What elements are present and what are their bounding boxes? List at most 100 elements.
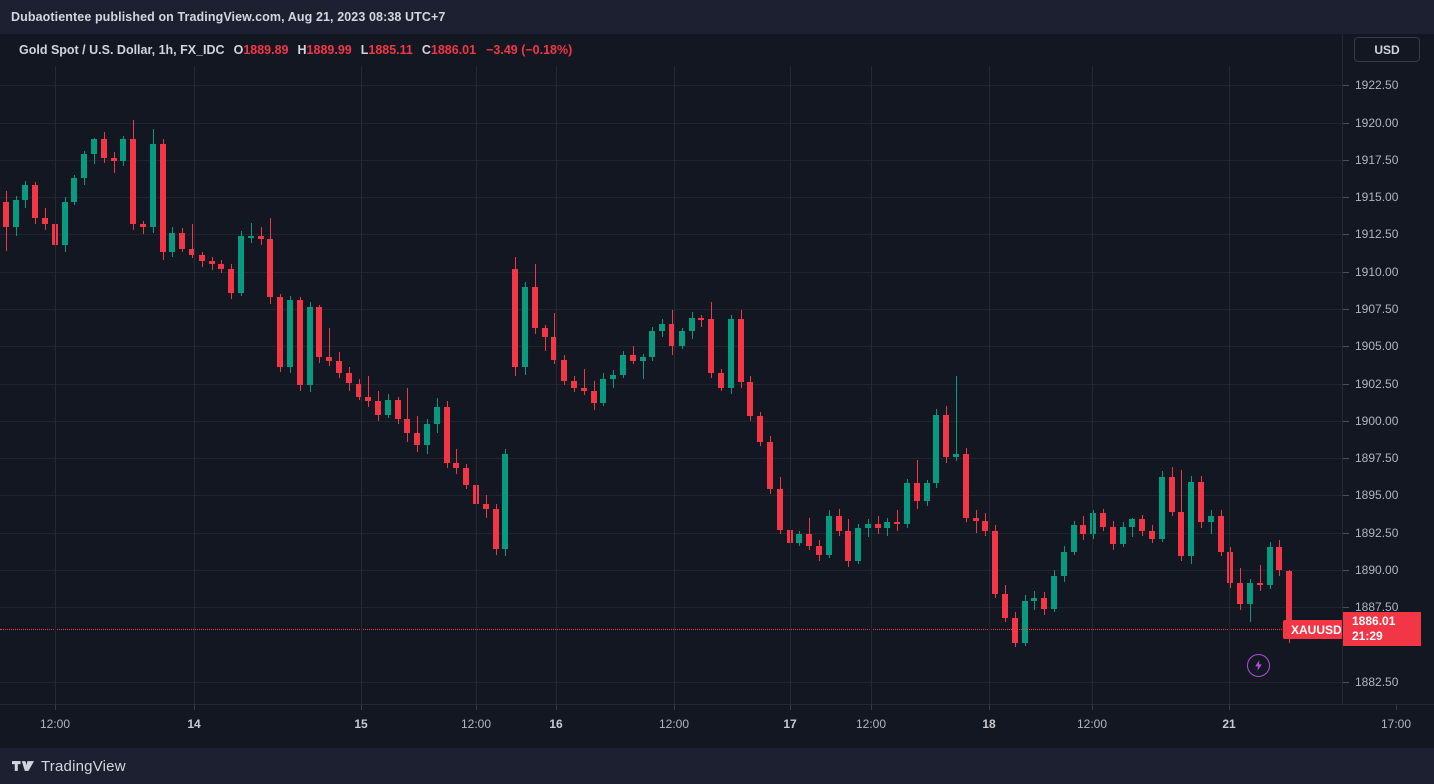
candle-body xyxy=(610,374,616,380)
candle-body xyxy=(1002,593,1008,618)
candle-body xyxy=(424,423,430,445)
time-tick-mark xyxy=(674,705,675,710)
price-scale[interactable]: USD 1922.50 1920.00 1917.50 1915.00 1912.50 1… xyxy=(1342,34,1434,704)
time-tick-mark xyxy=(1396,705,1397,710)
gridline-horizontal xyxy=(0,272,1342,273)
ohlc-open: O1889.89 xyxy=(233,43,289,57)
attribution-text: Dubaotientee published on TradingView.co… xyxy=(11,10,446,24)
candle-body xyxy=(845,531,851,561)
price-tick-label: 1920.00 xyxy=(1355,115,1399,130)
time-tick-label: 16 xyxy=(549,717,563,731)
price-tick-mark xyxy=(1343,533,1349,534)
tradingview-wordmark: TradingView xyxy=(41,757,126,775)
gridline-horizontal xyxy=(0,123,1342,124)
candle-wick xyxy=(368,376,369,408)
time-tick-mark xyxy=(556,705,557,710)
gridline-horizontal xyxy=(0,384,1342,385)
price-tick-mark xyxy=(1343,682,1349,683)
candle-body xyxy=(581,387,587,391)
currency-badge[interactable]: USD xyxy=(1354,37,1420,62)
candle-body xyxy=(189,249,195,256)
candle-body xyxy=(385,399,391,415)
price-tick-mark xyxy=(1343,272,1349,273)
candle-body xyxy=(1149,531,1155,539)
change-value: −3.49 (−0.18%) xyxy=(486,43,573,57)
candle-body xyxy=(248,235,254,238)
price-tick-mark xyxy=(1343,346,1349,347)
candle-body xyxy=(62,201,68,245)
candle-body xyxy=(698,317,704,320)
chart-pane[interactable]: XAUUSD xyxy=(0,66,1342,704)
candle-body xyxy=(963,453,969,518)
time-tick-mark xyxy=(1092,705,1093,710)
candle-body xyxy=(953,453,959,457)
candle-body xyxy=(316,307,322,357)
gridline-vertical xyxy=(790,66,791,704)
time-tick-label: 18 xyxy=(982,717,996,731)
candle-body xyxy=(1110,526,1116,545)
ohlc-high: H1889.99 xyxy=(297,43,352,57)
candle-body xyxy=(1139,519,1145,532)
candle-body xyxy=(356,383,362,397)
last-price-time: 21:29 xyxy=(1352,629,1383,644)
time-tick-label: 15 xyxy=(354,717,368,731)
candle-body xyxy=(679,331,685,347)
chart-legend: Gold Spot / U.S. Dollar, 1h, FX_IDC O188… xyxy=(0,34,1434,66)
candle-body xyxy=(140,224,146,227)
candle-body xyxy=(522,286,528,368)
gridline-vertical xyxy=(556,66,557,704)
candle-body xyxy=(444,407,450,463)
candle-body xyxy=(238,235,244,293)
time-scale[interactable]: 12:00 14 15 12:00 16 12:00 17 12:00 18 12:00 21 17:… xyxy=(0,704,1434,748)
candle-body xyxy=(404,419,410,433)
time-tick-label: 14 xyxy=(187,717,201,731)
candle-body xyxy=(1120,526,1126,545)
candle-body xyxy=(150,143,156,227)
candle-body xyxy=(640,356,646,362)
time-tick-label: 17 xyxy=(783,717,797,731)
candle-wick xyxy=(868,519,869,538)
price-tick-label: 1897.50 xyxy=(1355,451,1399,466)
candle-body xyxy=(992,531,998,594)
candle-body xyxy=(101,139,107,159)
candle-body xyxy=(875,523,881,529)
candle-body xyxy=(91,139,97,154)
price-tick-label: 1900.00 xyxy=(1355,413,1399,428)
candle-body xyxy=(894,522,900,525)
candle-body xyxy=(904,483,910,524)
candle-body xyxy=(414,432,420,445)
last-price-tag: 1886.01 21:29 xyxy=(1343,612,1421,647)
candle-body xyxy=(620,355,626,375)
price-tick-label: 1892.50 xyxy=(1355,525,1399,540)
gridline-vertical xyxy=(361,66,362,704)
time-tick-mark xyxy=(989,705,990,710)
candle-body xyxy=(111,158,117,162)
candle-body xyxy=(973,517,979,521)
gridline-horizontal xyxy=(0,197,1342,198)
gridline-horizontal xyxy=(0,570,1342,571)
price-tick-label: 1882.50 xyxy=(1355,674,1399,689)
candle-wick xyxy=(545,325,546,351)
last-price-line xyxy=(0,629,1342,630)
candle-body xyxy=(22,185,28,201)
candle-body xyxy=(1257,583,1263,586)
candle-body xyxy=(767,441,773,490)
candle-wick xyxy=(701,314,702,327)
gridline-vertical xyxy=(1092,66,1093,704)
candle-body xyxy=(1169,477,1175,512)
candle-body xyxy=(502,453,508,549)
candle-body xyxy=(1276,547,1282,570)
time-tick-label: 12:00 xyxy=(460,717,492,731)
gridline-vertical xyxy=(1229,66,1230,704)
price-tick-label: 1895.00 xyxy=(1355,488,1399,503)
candle-body xyxy=(1022,601,1028,643)
candle-body xyxy=(120,139,126,162)
symbol-description[interactable]: Gold Spot / U.S. Dollar, 1h, FX_IDC xyxy=(19,43,225,57)
price-tick-mark xyxy=(1343,160,1349,161)
price-tick-mark xyxy=(1343,197,1349,198)
price-tick-label: 1905.00 xyxy=(1355,339,1399,354)
gridline-horizontal xyxy=(0,607,1342,608)
candle-body xyxy=(1080,525,1086,535)
time-tick-label: 12:00 xyxy=(658,717,690,731)
lightning-bolt-icon[interactable] xyxy=(1247,654,1270,677)
